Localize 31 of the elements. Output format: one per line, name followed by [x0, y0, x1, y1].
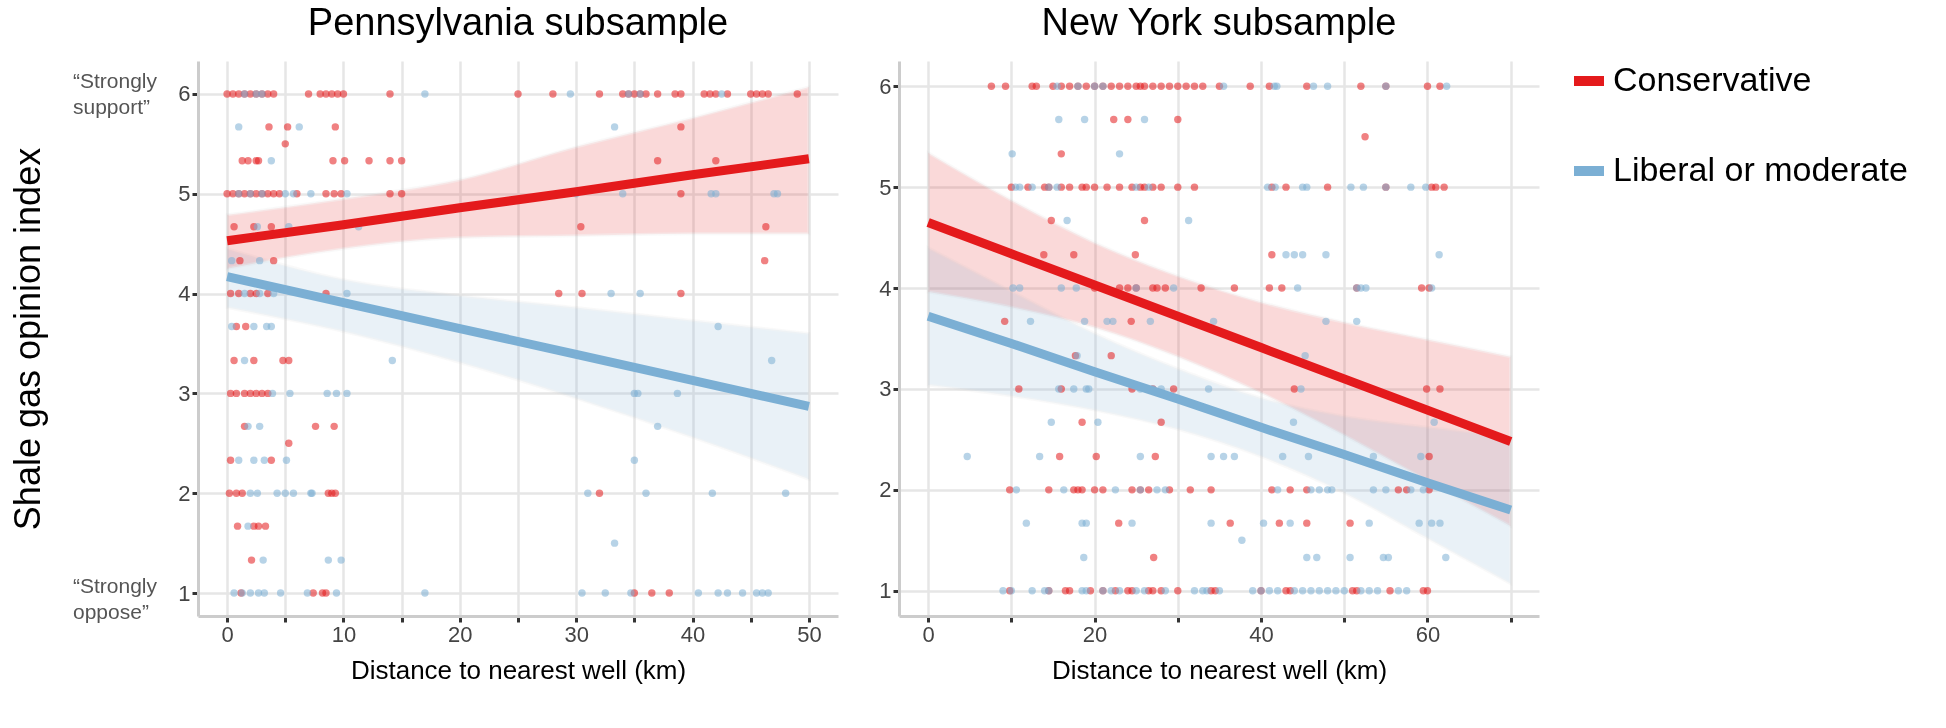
y-tick-label: 5: [879, 174, 892, 200]
y-tick-label: 6: [879, 73, 892, 99]
x-tick-label: 60: [1415, 621, 1441, 647]
legend-label: Conservative: [1613, 60, 1812, 98]
y-tick-label: 1: [178, 580, 191, 606]
x-tick-label: 20: [448, 621, 473, 647]
legend-label: Liberal or moderate: [1613, 150, 1908, 188]
x-tick-label: 0: [922, 621, 935, 647]
text: “Strongly support”: [73, 69, 158, 118]
chart-title: New York subsample: [1041, 1, 1397, 43]
x-tick-label: 0: [221, 621, 234, 647]
x-tick-label: 40: [680, 621, 706, 647]
x-tick-label: 30: [564, 621, 589, 647]
y-tick-label: 3: [879, 376, 892, 402]
y-tick-label: 1: [879, 578, 892, 604]
y-tick-label: 5: [178, 181, 191, 207]
y-tick-label: 4: [879, 275, 892, 301]
y-tick-label: 6: [178, 81, 191, 107]
y-axis-title: Shale gas opinion index: [7, 147, 49, 531]
text: “Strongly oppose”: [73, 574, 158, 623]
x-tick-label: 40: [1249, 621, 1274, 647]
y-tick-label: 2: [879, 477, 892, 503]
y-tick-label: 3: [178, 380, 191, 406]
x-tick-label: 20: [1082, 621, 1108, 647]
x-tick-label: 50: [797, 621, 822, 647]
x-axis-title: Distance to nearest well (km): [1051, 654, 1388, 685]
x-axis-title: Distance to nearest well (km): [350, 654, 687, 685]
y-tick-label: 4: [178, 281, 191, 307]
chart-title: Pennsylvania subsample: [307, 1, 729, 43]
y-tick-label: 2: [178, 480, 191, 506]
x-tick-label: 10: [331, 621, 357, 647]
